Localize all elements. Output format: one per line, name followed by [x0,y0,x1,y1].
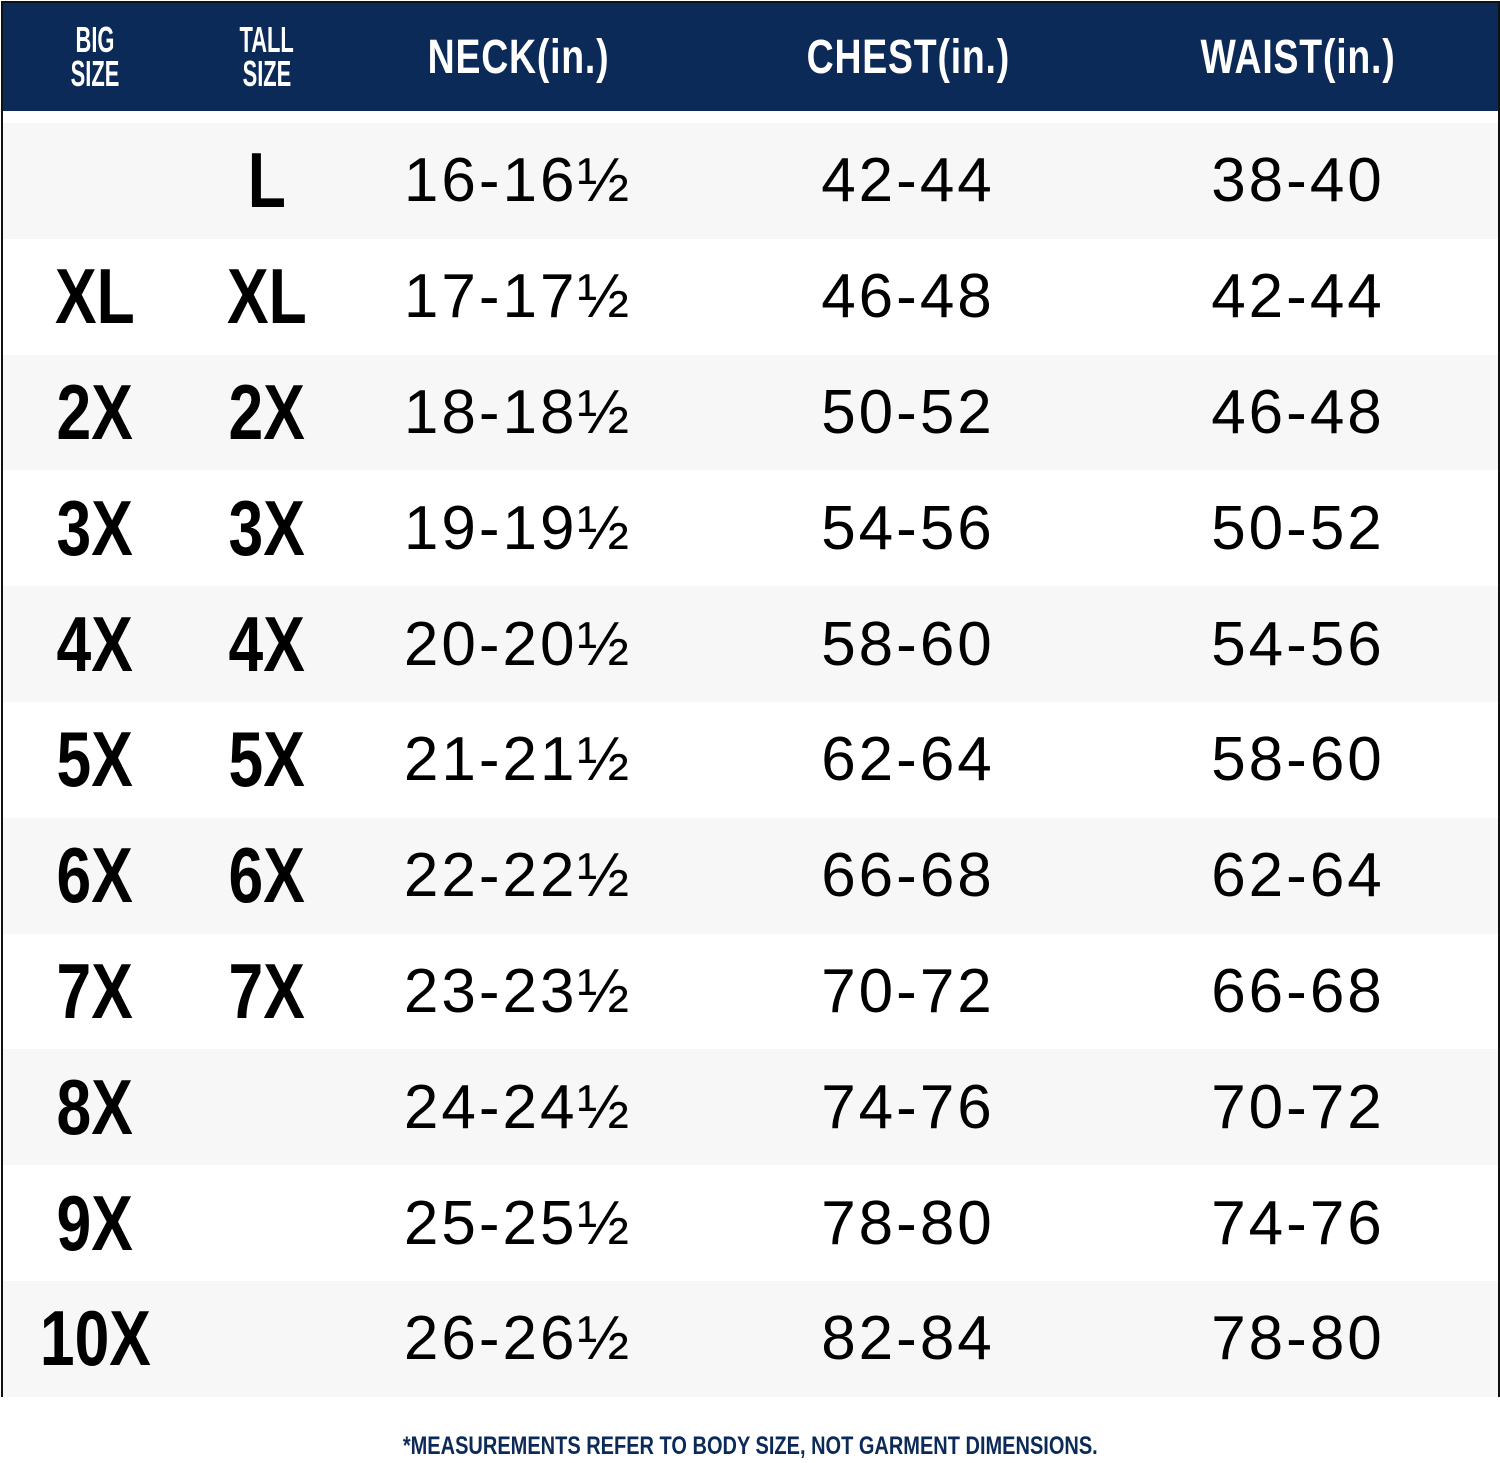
waist-cell: 50-52 [1211,493,1385,563]
waist-cell: 70-72 [1211,1072,1385,1142]
big-size-cell: 2X [56,367,134,456]
neck-cell: 24-24½ [403,1072,633,1142]
waist-cell: 38-40 [1211,146,1385,216]
table-body: L 16-16½ 42-44 38-40 XL XL 17-17½ 46-48 42-44 2X 2… [3,123,1498,1397]
tall-size-cell [187,1281,347,1397]
waist-cell: 58-60 [1211,725,1385,795]
neck-cell: 22-22½ [403,841,633,911]
header-big-size: BIG SIZE [15,3,175,111]
neck-cell: 23-23½ [403,956,633,1026]
tall-size-cell [187,1165,347,1281]
big-size-cell: 6X [56,831,134,920]
big-size-cell: 4X [56,599,134,688]
table-row: L 16-16½ 42-44 38-40 [3,123,1498,239]
header-tall-size: TALL SIZE [187,3,347,111]
footnote: *MEASUREMENTS REFER TO BODY SIZE, NOT GA… [402,1432,1098,1460]
tall-size-cell: XL [227,252,307,341]
table-row: XL XL 17-17½ 46-48 42-44 [3,239,1498,355]
waist-cell: 66-68 [1211,956,1385,1026]
table-row: 3X 3X 19-19½ 54-56 50-52 [3,470,1498,586]
tall-size-cell: 6X [228,831,306,920]
size-chart-table: BIG SIZE TALL SIZE NECK(in.) CHEST(in.) WA… [1,1,1500,1397]
big-size-cell: 9X [56,1178,134,1267]
waist-cell: 54-56 [1211,609,1385,679]
chest-cell: 54-56 [821,493,995,563]
chest-cell: 50-52 [821,377,995,447]
waist-cell: 78-80 [1211,1304,1385,1374]
tall-size-cell: L [247,136,287,225]
chest-cell: 74-76 [821,1072,995,1142]
big-size-cell: 8X [56,1062,134,1151]
neck-cell: 19-19½ [403,493,633,563]
header-tall-line2: SIZE [242,53,292,94]
tall-size-cell: 4X [228,599,306,688]
neck-cell: 17-17½ [403,262,633,332]
header-big-line1: BIG [75,19,115,60]
header-big-line2: SIZE [70,53,120,94]
neck-cell: 16-16½ [403,146,633,216]
chest-cell: 82-84 [821,1304,995,1374]
tall-size-cell: 3X [228,483,306,572]
neck-cell: 20-20½ [403,609,633,679]
big-size-cell: 10X [39,1294,151,1383]
neck-cell: 26-26½ [403,1304,633,1374]
tall-size-cell: 7X [228,946,306,1035]
neck-cell: 25-25½ [403,1188,633,1258]
big-size-cell: 3X [56,483,134,572]
chest-cell: 62-64 [821,725,995,795]
big-size-cell: 7X [56,946,134,1035]
tall-size-cell: 5X [228,715,306,804]
big-size-cell [15,123,175,239]
neck-cell: 21-21½ [403,725,633,795]
header-neck: NECK(in.) [427,30,609,84]
chest-cell: 42-44 [821,146,995,216]
big-size-cell: XL [55,252,135,341]
chest-cell: 78-80 [821,1188,995,1258]
table-row: 4X 4X 20-20½ 58-60 54-56 [3,586,1498,702]
chest-cell: 58-60 [821,609,995,679]
chest-cell: 70-72 [821,956,995,1026]
table-row: 5X 5X 21-21½ 62-64 58-60 [3,702,1498,818]
tall-size-cell [187,1049,347,1165]
waist-cell: 62-64 [1211,841,1385,911]
table-header: BIG SIZE TALL SIZE NECK(in.) CHEST(in.) WA… [3,3,1498,111]
header-chest: CHEST(in.) [806,30,1010,84]
header-waist: WAIST(in.) [1200,30,1396,84]
chest-cell: 66-68 [821,841,995,911]
chest-cell: 46-48 [821,262,995,332]
table-row: 10X 26-26½ 82-84 78-80 [3,1280,1498,1397]
waist-cell: 74-76 [1211,1188,1385,1258]
table-row: 7X 7X 23-23½ 70-72 66-68 [3,934,1498,1050]
big-size-cell: 5X [56,715,134,804]
header-tall-line1: TALL [239,19,295,60]
waist-cell: 46-48 [1211,377,1385,447]
tall-size-cell: 2X [228,367,306,456]
table-row: 8X 24-24½ 74-76 70-72 [3,1049,1498,1166]
neck-cell: 18-18½ [403,377,633,447]
table-row: 6X 6X 22-22½ 66-68 62-64 [3,817,1498,934]
table-row: 2X 2X 18-18½ 50-52 46-48 [3,354,1498,471]
waist-cell: 42-44 [1211,262,1385,332]
table-row: 9X 25-25½ 78-80 74-76 [3,1165,1498,1281]
